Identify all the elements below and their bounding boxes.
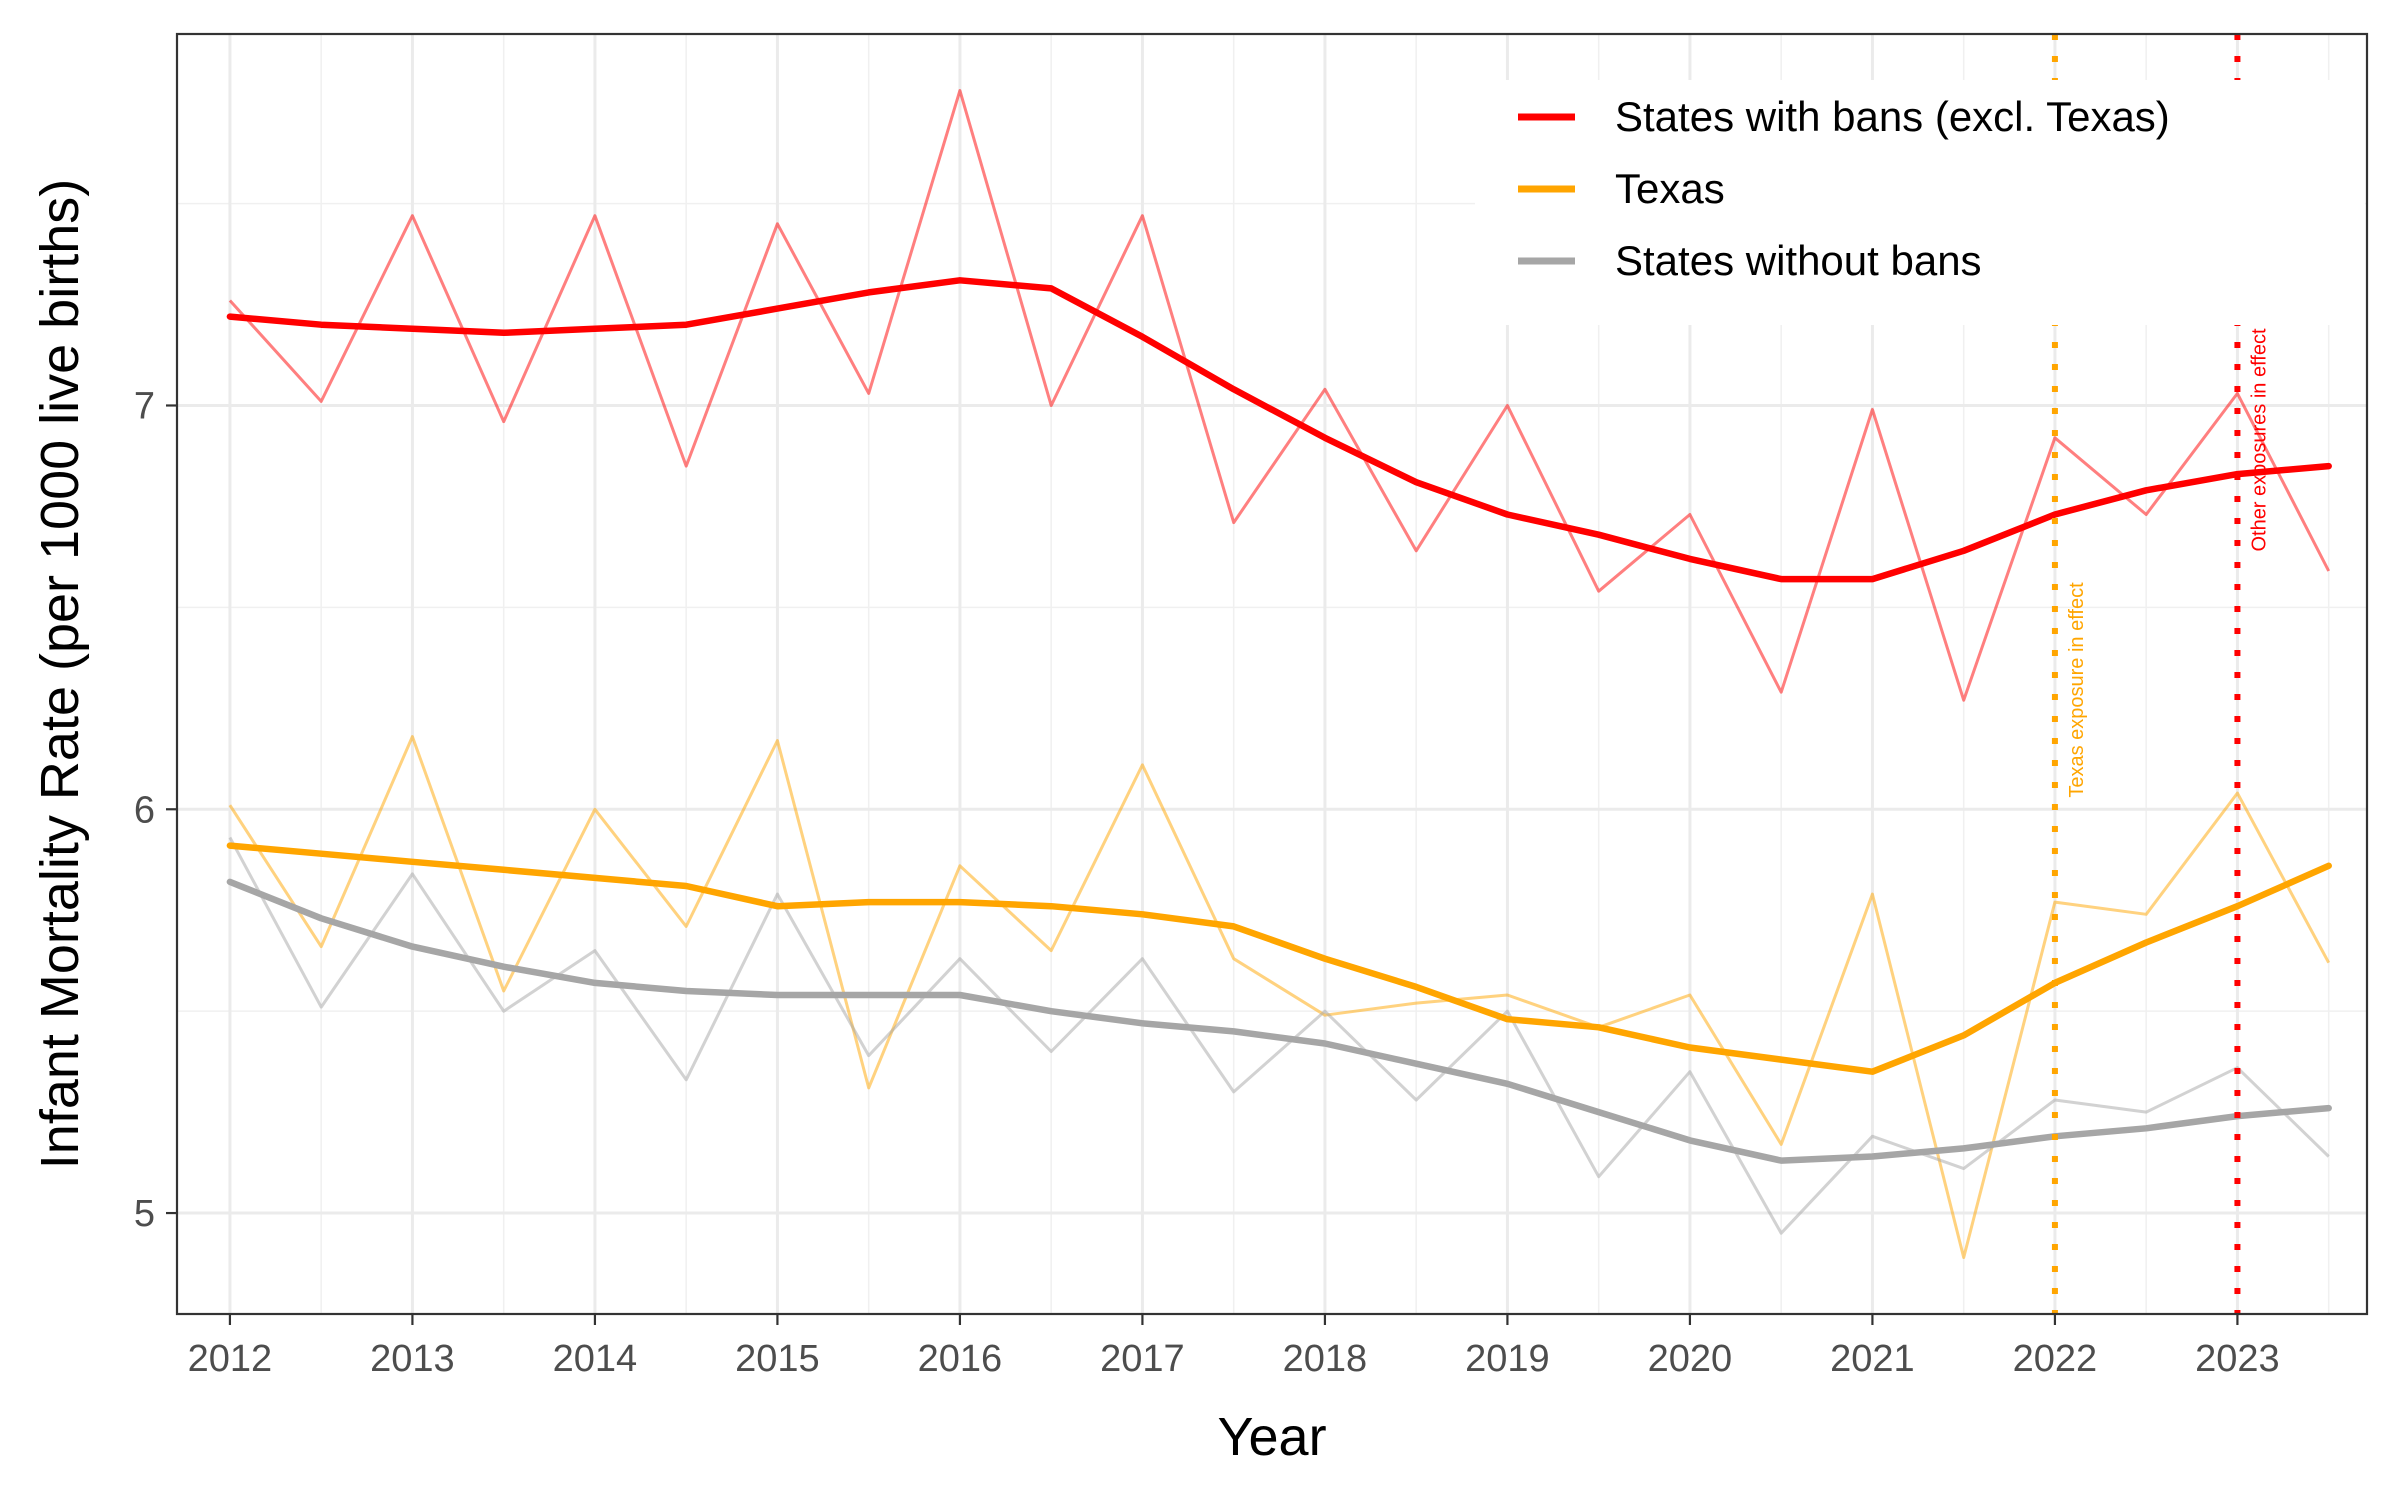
- series-raw-line-2: [228, 836, 2330, 1235]
- raw-series-lines: [228, 89, 2331, 1259]
- exposure-vline-label-1: Other exposures in effect: [2248, 328, 2270, 552]
- smoothed-series-lines: [226, 277, 2332, 1164]
- legend: States with bans (excl. Texas) Texas State…: [1475, 80, 2365, 325]
- x-tick-label: 2017: [1100, 1338, 1185, 1380]
- x-tick-label: 2020: [1648, 1338, 1733, 1380]
- x-tick-label: 2019: [1465, 1338, 1550, 1380]
- legend-label-0: States with bans (excl. Texas): [1615, 93, 2170, 140]
- y-tick-label: 7: [134, 385, 155, 427]
- y-tick-label: 5: [134, 1193, 155, 1235]
- x-tick-label: 2021: [1830, 1338, 1915, 1380]
- series-smooth-line-2: [226, 878, 2332, 1164]
- exposure-lines: Texas exposure in effect Other exposures …: [2051, 34, 2270, 1314]
- x-tick-label: 2013: [370, 1338, 455, 1380]
- y-tick-label: 6: [134, 789, 155, 831]
- series-raw-line-0: [228, 89, 2331, 702]
- series-smooth-line-0: [226, 277, 2332, 583]
- exposure-vline-label-0: Texas exposure in effect: [2066, 582, 2088, 798]
- x-tick-label: 2018: [1283, 1338, 1368, 1380]
- x-tick-label: 2012: [188, 1338, 273, 1380]
- legend-label-1: Texas: [1615, 165, 1725, 212]
- x-tick-label: 2015: [735, 1338, 820, 1380]
- x-tick-label: 2023: [2195, 1338, 2280, 1380]
- x-axis-title: Year: [1217, 1407, 1326, 1467]
- x-tick-label: 2014: [553, 1338, 638, 1380]
- x-tick-label: 2022: [2013, 1338, 2098, 1380]
- plot-panel-border: [175, 32, 2369, 1316]
- series-raw-line-1: [228, 735, 2331, 1259]
- legend-background: [1475, 80, 2365, 325]
- y-axis-ticks: 5 6 7: [134, 385, 177, 1235]
- legend-label-2: States without bans: [1615, 237, 1982, 284]
- x-axis-ticks: 2012 2013 2014 2015 2016 2017 2018 2019 2020 2021…: [188, 1314, 2280, 1380]
- y-axis-title: Infant Mortality Rate (per 1000 live bir…: [30, 179, 90, 1169]
- series-smooth-line-1: [226, 842, 2332, 1075]
- x-tick-label: 2016: [918, 1338, 1003, 1380]
